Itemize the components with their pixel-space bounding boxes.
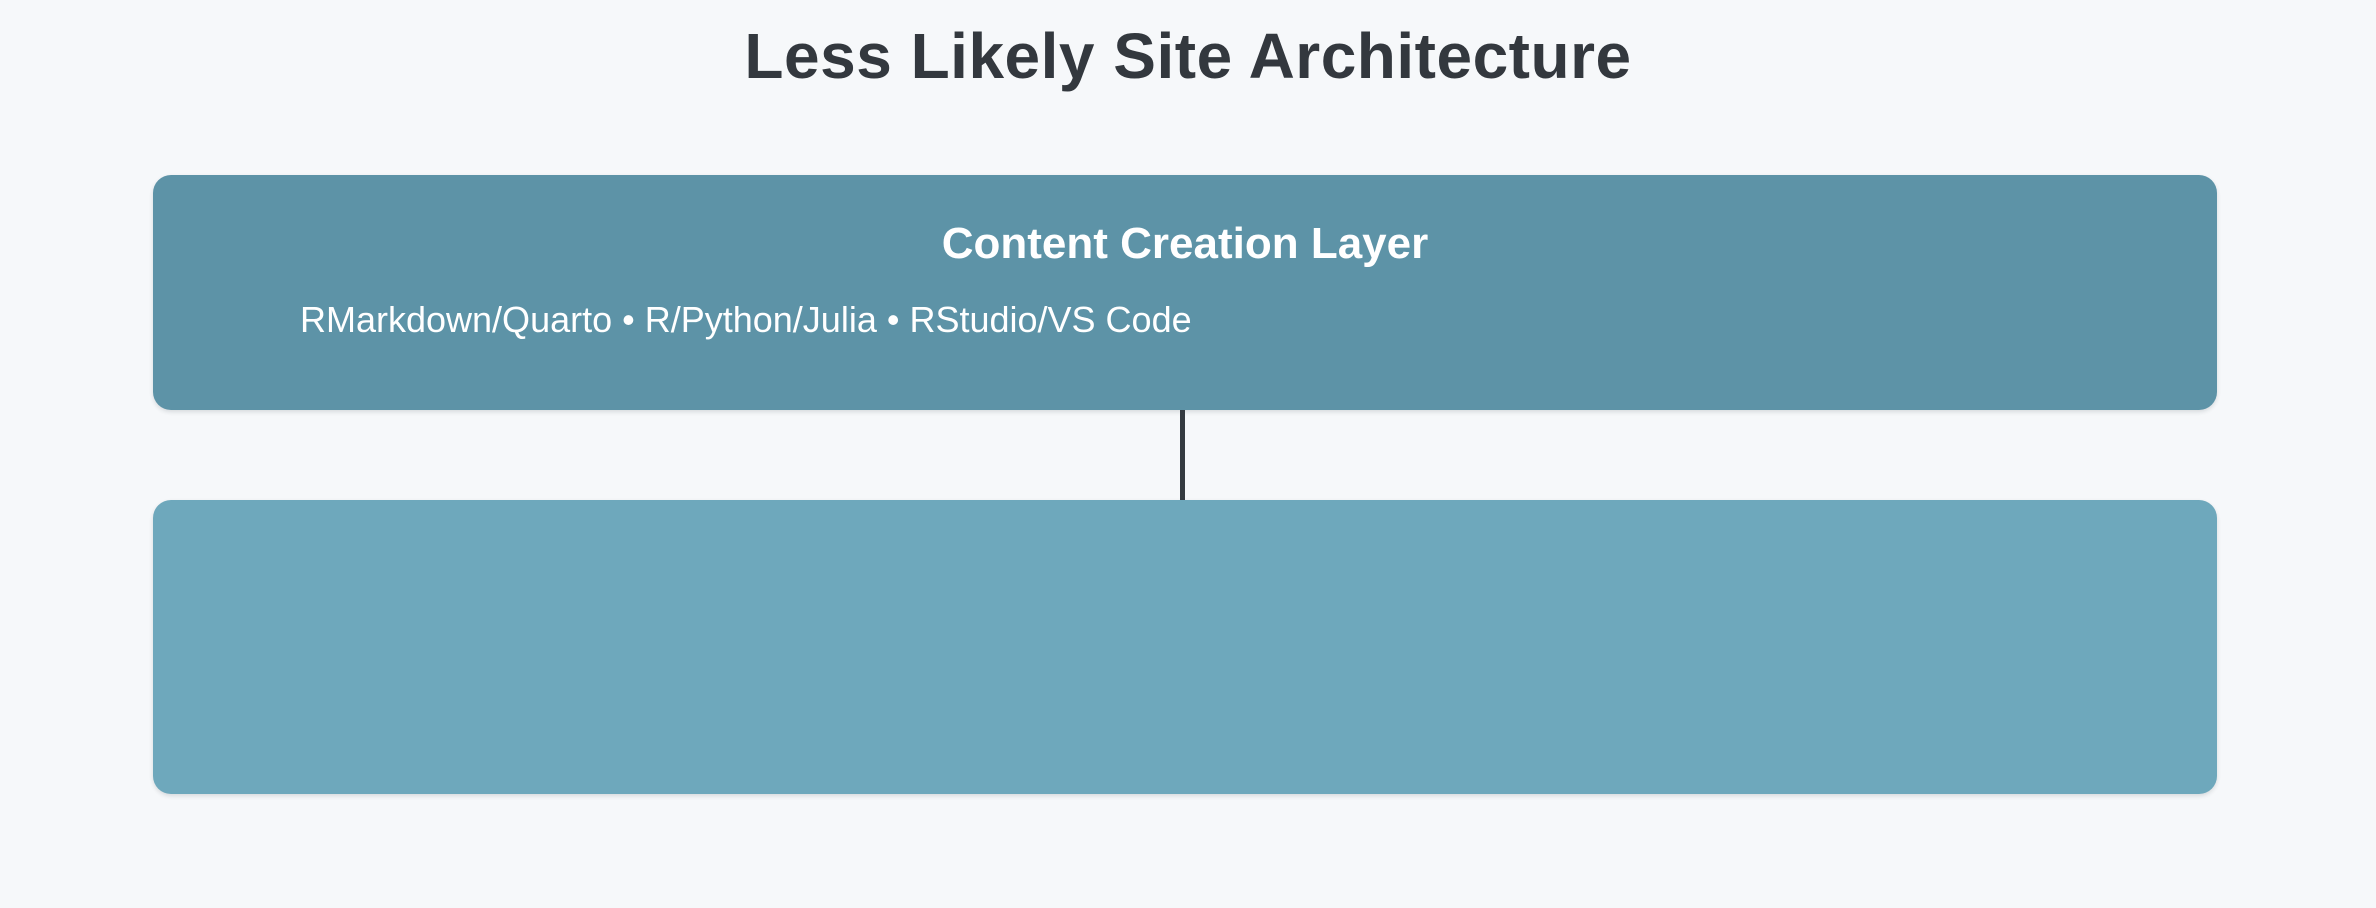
layer-box-content-creation: Content Creation Layer RMarkdown/Quarto …: [153, 175, 2217, 410]
layer-subtitle-content-creation: RMarkdown/Quarto • R/Python/Julia • RStu…: [300, 298, 1192, 340]
page-title: Less Likely Site Architecture: [744, 20, 1632, 92]
layer-title-content-creation: Content Creation Layer: [941, 219, 1429, 268]
layer-box-empty: [153, 500, 2217, 794]
connector-line: [1180, 410, 1185, 500]
